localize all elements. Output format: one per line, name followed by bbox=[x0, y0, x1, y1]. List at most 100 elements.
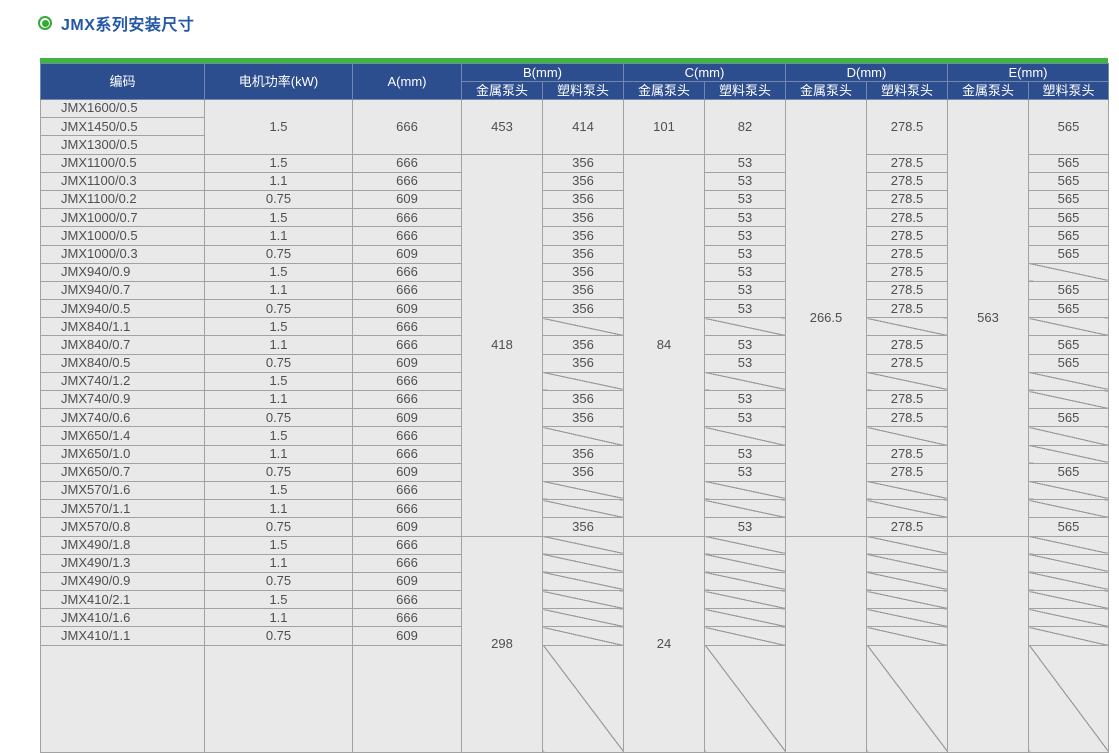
cell-b-plastic: 356 bbox=[542, 444, 624, 464]
cell-a: 609 bbox=[352, 353, 462, 373]
cell-c-plastic bbox=[704, 626, 786, 646]
cell-power: 1.5 bbox=[204, 371, 353, 392]
cell-e-plastic: 565 bbox=[1028, 462, 1109, 482]
subheader-e-plastic: 塑料泵头 bbox=[1028, 81, 1109, 100]
cell-e-plastic bbox=[1028, 590, 1109, 610]
cell-power: 1.5 bbox=[204, 317, 353, 337]
table-row: JMX840/0.7 1.1 666 356 53 278.5 565 bbox=[40, 335, 1109, 355]
cell-c-plastic: 53 bbox=[704, 517, 786, 537]
col-header-d: D(mm) bbox=[785, 63, 948, 82]
cell-e-plastic: 565 bbox=[1028, 408, 1109, 428]
table-row: JMX410/1.1 0.75 609 bbox=[40, 626, 1109, 646]
section-bullet-icon bbox=[38, 16, 52, 30]
cell-d-plastic bbox=[866, 317, 948, 337]
subheader-c-plastic: 塑料泵头 bbox=[704, 81, 786, 100]
subheader-d-plastic: 塑料泵头 bbox=[866, 81, 948, 100]
cell-power: 0.75 bbox=[204, 189, 353, 210]
table-row: JMX490/1.8 1.5 666 298 24 bbox=[40, 535, 1109, 753]
cell-b-plastic bbox=[542, 590, 624, 610]
cell-power: 1.1 bbox=[204, 389, 353, 410]
cell-code: JMX840/1.1 bbox=[40, 317, 205, 337]
cell-code: JMX570/0.8 bbox=[40, 517, 205, 537]
cell-c-plastic bbox=[704, 499, 786, 519]
cell-c-plastic: 53 bbox=[704, 171, 786, 191]
cell-e-plastic bbox=[1028, 608, 1109, 628]
table-header: 编码 电机功率(kW) A(mm) B(mm) C(mm) D(mm) E(mm… bbox=[40, 63, 1109, 100]
cell-a: 666 bbox=[352, 499, 462, 519]
subheader-b-plastic: 塑料泵头 bbox=[542, 81, 624, 100]
cell-b-plastic: 356 bbox=[542, 208, 624, 228]
cell-b-plastic: 356 bbox=[542, 226, 624, 246]
cell-b-plastic: 356 bbox=[542, 171, 624, 191]
cell-d-plastic: 278.5 bbox=[866, 171, 948, 191]
cell-power: 1.1 bbox=[204, 499, 353, 519]
cell-e-plastic bbox=[1028, 389, 1109, 410]
col-header-a: A(mm) bbox=[352, 63, 462, 100]
cell-d-plastic: 278.5 bbox=[866, 299, 948, 319]
cell-code: JMX1100/0.2 bbox=[40, 189, 205, 210]
cell-b-plastic bbox=[542, 608, 624, 628]
table-row: JMX1450/0.5 bbox=[40, 117, 1109, 137]
cell-e-plastic bbox=[1028, 535, 1109, 555]
cell-a: 609 bbox=[352, 462, 462, 482]
cell-c-plastic: 82 bbox=[704, 99, 786, 155]
cell-power: 1.5 bbox=[204, 153, 353, 173]
cell-code: JMX490/0.9 bbox=[40, 571, 205, 592]
cell-a: 666 bbox=[352, 226, 462, 246]
table-row: JMX940/0.5 0.75 609 356 53 278.5 565 bbox=[40, 299, 1109, 319]
cell-a: 666 bbox=[352, 590, 462, 610]
cell-e-plastic bbox=[1028, 499, 1109, 519]
cell-code: JMX650/0.7 bbox=[40, 462, 205, 482]
table-accent-bar bbox=[40, 58, 1108, 63]
cell-b-plastic bbox=[542, 626, 624, 646]
cell-e-plastic: 565 bbox=[1028, 153, 1109, 173]
table-body: JMX1600/0.5 1.5 666 453 414 101 82 266.5 278.5 56… bbox=[40, 98, 1109, 753]
cell-c-plastic bbox=[704, 571, 786, 592]
table-row: JMX1300/0.5 bbox=[40, 135, 1109, 155]
cell-e-plastic: 565 bbox=[1028, 280, 1109, 301]
cell-a: 609 bbox=[352, 244, 462, 264]
table-row: JMX1100/0.5 1.5 666 418 356 84 53 278.5 565 bbox=[40, 153, 1109, 537]
cell-code: JMX490/1.3 bbox=[40, 553, 205, 573]
section-title-label: JMX系列安装尺寸 bbox=[61, 17, 195, 34]
cell-a: 666 bbox=[352, 535, 462, 555]
cell-d-plastic: 278.5 bbox=[866, 335, 948, 355]
cell-b-plastic bbox=[542, 644, 624, 753]
cell-code: JMX940/0.9 bbox=[40, 262, 205, 282]
cell-power: 0.75 bbox=[204, 408, 353, 428]
table-row: JMX740/1.2 1.5 666 bbox=[40, 371, 1109, 392]
table-row: JMX840/0.5 0.75 609 356 53 278.5 565 bbox=[40, 353, 1109, 373]
cell-b-plastic bbox=[542, 371, 624, 392]
cell-code: JMX490/1.8 bbox=[40, 535, 205, 555]
cell-e-plastic: 565 bbox=[1028, 244, 1109, 264]
cell-c-metal: 24 bbox=[623, 535, 705, 753]
cell-code: JMX1600/0.5 bbox=[40, 98, 205, 119]
cell-d-plastic bbox=[866, 480, 948, 501]
cell-d-plastic bbox=[866, 571, 948, 592]
dimensions-table: 编码 电机功率(kW) A(mm) B(mm) C(mm) D(mm) E(mm… bbox=[40, 63, 1109, 753]
cell-c-plastic: 53 bbox=[704, 262, 786, 282]
cell-d-plastic: 278.5 bbox=[866, 517, 948, 537]
table-row: JMX490/0.9 0.75 609 bbox=[40, 571, 1109, 592]
cell-b-plastic: 356 bbox=[542, 280, 624, 301]
cell-c-plastic: 53 bbox=[704, 353, 786, 373]
cell-a: 666 bbox=[352, 99, 462, 155]
cell-b-plastic bbox=[542, 317, 624, 337]
cell-e-plastic bbox=[1028, 317, 1109, 337]
cell-d-plastic: 278.5 bbox=[866, 353, 948, 373]
cell-a: 666 bbox=[352, 389, 462, 410]
cell-a: 666 bbox=[352, 280, 462, 301]
cell-c-plastic: 53 bbox=[704, 226, 786, 246]
cell-power: 1.5 bbox=[204, 208, 353, 228]
cell-b-plastic: 356 bbox=[542, 389, 624, 410]
table-row: JMX1100/0.2 0.75 609 356 53 278.5 565 bbox=[40, 189, 1109, 210]
cell-d-plastic: 278.5 bbox=[866, 153, 948, 173]
col-header-power: 电机功率(kW) bbox=[204, 63, 353, 100]
cell-code: JMX1450/0.5 bbox=[40, 117, 205, 137]
cell-a: 666 bbox=[352, 208, 462, 228]
cell-d-plastic: 278.5 bbox=[866, 262, 948, 282]
cell-d-plastic bbox=[866, 499, 948, 519]
table-row: JMX740/0.6 0.75 609 356 53 278.5 565 bbox=[40, 408, 1109, 428]
cell-c-plastic: 53 bbox=[704, 408, 786, 428]
cell-a: 609 bbox=[352, 408, 462, 428]
